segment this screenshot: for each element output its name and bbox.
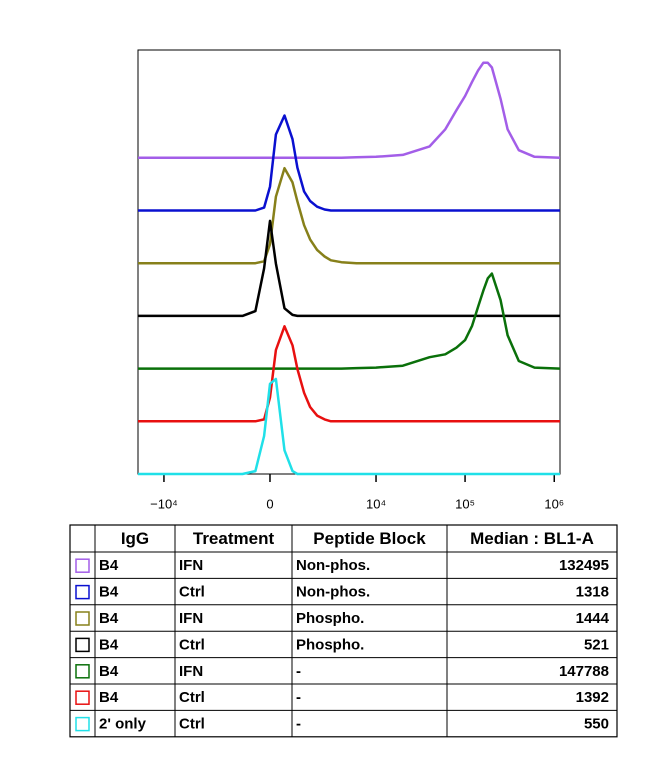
table-cell: Ctrl (179, 716, 205, 733)
table-cell: Ctrl (179, 584, 205, 601)
legend-swatch (75, 558, 90, 573)
table-cell: Phospho. (296, 636, 364, 653)
x-tick-label: 10⁴ (366, 496, 386, 511)
x-tick-label: 10⁵ (455, 496, 475, 511)
legend-swatch (75, 716, 90, 732)
table-cell: B4 (99, 689, 119, 706)
table-cell: Non-phos. (296, 584, 370, 601)
table-header: Treatment (193, 529, 275, 548)
table-cell: B4 (99, 636, 119, 653)
x-tick-label: 0 (266, 496, 273, 511)
table-cell: 1318 (576, 584, 609, 601)
histogram-line (138, 219, 560, 318)
table-header: Median : BL1-A (470, 529, 594, 548)
table-cell: B4 (99, 584, 119, 601)
table-cell: - (296, 663, 301, 680)
table-cell: Phospho. (296, 610, 364, 627)
histogram-line (138, 114, 560, 212)
table-header: Peptide Block (313, 529, 426, 548)
legend-swatch (75, 637, 90, 653)
legend-swatch (75, 664, 90, 679)
table-cell: B4 (99, 610, 119, 627)
histogram-line (138, 272, 561, 370)
table-cell: 132495 (559, 557, 609, 574)
legend-swatch (75, 690, 90, 705)
table-cell: - (296, 689, 301, 706)
legend-swatch (75, 584, 90, 600)
table-cell: - (296, 716, 301, 733)
table-cell: IFN (179, 557, 203, 574)
table-cell: B4 (99, 663, 119, 680)
table-cell: 1392 (576, 689, 609, 706)
table-cell: Ctrl (179, 636, 205, 653)
x-tick-label: −10⁴ (150, 496, 178, 511)
table-cell: 1444 (576, 610, 610, 627)
table-cell: 550 (584, 716, 609, 733)
histogram-line (138, 61, 561, 160)
table-header: IgG (121, 529, 149, 548)
table-cell: 2' only (99, 716, 147, 733)
table-cell: 147788 (559, 663, 609, 680)
table-cell: 521 (584, 636, 609, 653)
table-cell: IFN (179, 610, 203, 627)
histogram-line (138, 377, 560, 476)
data-table: IgG Treatment Peptide Block Median : BL1-A B… (69, 524, 618, 738)
table-cell: IFN (179, 663, 203, 680)
table-cell: B4 (99, 557, 119, 574)
legend-swatch (75, 611, 90, 626)
table-cell: Ctrl (179, 689, 205, 706)
x-tick-label: 10⁶ (544, 496, 564, 511)
table-cell: Non-phos. (296, 557, 370, 574)
